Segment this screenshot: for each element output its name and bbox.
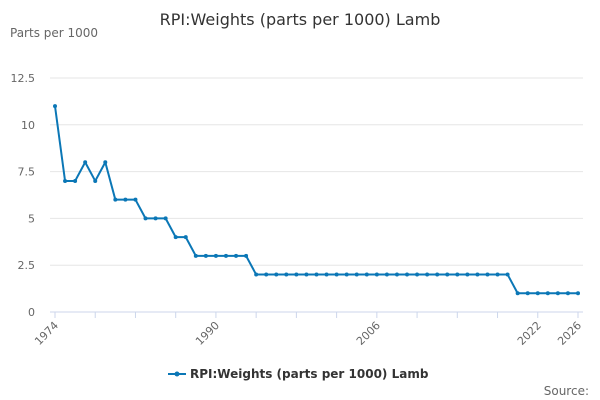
data-point[interactable] xyxy=(455,272,460,277)
legend-series-label[interactable]: RPI:Weights (parts per 1000) Lamb xyxy=(190,367,429,381)
data-point[interactable] xyxy=(93,178,98,183)
data-point[interactable] xyxy=(63,178,68,183)
data-point[interactable] xyxy=(515,291,520,296)
x-tick-label: 2022 xyxy=(515,319,544,348)
data-point[interactable] xyxy=(535,291,540,296)
y-tick-label: 12.5 xyxy=(11,72,36,85)
data-point[interactable] xyxy=(83,160,88,165)
data-point[interactable] xyxy=(445,272,450,277)
data-point[interactable] xyxy=(435,272,440,277)
data-point[interactable] xyxy=(415,272,420,277)
y-tick-label: 5 xyxy=(28,212,35,225)
y-tick-labels: 0 2.5 5 7.5 10 12.5 xyxy=(11,72,36,319)
data-point[interactable] xyxy=(294,272,299,277)
x-tick-labels: 1974 1990 2006 2022 2026 xyxy=(32,312,584,348)
data-point[interactable] xyxy=(193,253,198,258)
data-point[interactable] xyxy=(133,197,138,202)
data-point[interactable] xyxy=(475,272,480,277)
legend[interactable]: RPI:Weights (parts per 1000) Lamb xyxy=(168,367,429,381)
data-point[interactable] xyxy=(405,272,410,277)
data-point[interactable] xyxy=(384,272,389,277)
x-tick-label: 2006 xyxy=(354,319,383,348)
data-point[interactable] xyxy=(314,272,319,277)
data-point[interactable] xyxy=(274,272,279,277)
data-point[interactable] xyxy=(344,272,349,277)
legend-series-marker-dot xyxy=(174,371,180,377)
data-point[interactable] xyxy=(545,291,550,296)
data-point[interactable] xyxy=(183,235,188,240)
data-point[interactable] xyxy=(525,291,530,296)
data-point[interactable] xyxy=(223,253,228,258)
data-point[interactable] xyxy=(485,272,490,277)
x-tick-label: 1990 xyxy=(193,319,222,348)
data-point[interactable] xyxy=(234,253,239,258)
data-point[interactable] xyxy=(425,272,430,277)
data-point[interactable] xyxy=(284,272,289,277)
x-tick-label: 2026 xyxy=(555,319,584,348)
data-point[interactable] xyxy=(103,160,108,165)
data-point[interactable] xyxy=(123,197,128,202)
data-point[interactable] xyxy=(244,253,249,258)
data-point[interactable] xyxy=(354,272,359,277)
data-point[interactable] xyxy=(324,272,329,277)
data-point[interactable] xyxy=(394,272,399,277)
x-tick-label: 1974 xyxy=(32,319,61,348)
data-point[interactable] xyxy=(163,216,168,221)
y-tick-label: 0 xyxy=(28,306,35,319)
data-point[interactable] xyxy=(555,291,560,296)
data-point[interactable] xyxy=(334,272,339,277)
data-point[interactable] xyxy=(264,272,269,277)
data-point[interactable] xyxy=(364,272,369,277)
y-axis-label: Parts per 1000 xyxy=(10,26,98,40)
data-point[interactable] xyxy=(304,272,309,277)
y-tick-label: 2.5 xyxy=(18,259,36,272)
data-point[interactable] xyxy=(374,272,379,277)
chart-title: RPI:Weights (parts per 1000) Lamb xyxy=(160,10,441,29)
y-tick-label: 7.5 xyxy=(18,166,36,179)
data-point[interactable] xyxy=(565,291,570,296)
data-point[interactable] xyxy=(213,253,218,258)
data-point[interactable] xyxy=(113,197,118,202)
data-point[interactable] xyxy=(143,216,148,221)
source-label: Source: xyxy=(544,384,589,398)
y-tick-label: 10 xyxy=(21,119,35,132)
data-point[interactable] xyxy=(173,235,178,240)
data-point[interactable] xyxy=(203,253,208,258)
data-point[interactable] xyxy=(505,272,510,277)
data-point[interactable] xyxy=(73,178,78,183)
data-point[interactable] xyxy=(53,104,57,109)
gridlines xyxy=(50,77,583,266)
data-point[interactable] xyxy=(254,272,259,277)
data-point[interactable] xyxy=(153,216,158,221)
series-group xyxy=(53,104,580,296)
data-point[interactable] xyxy=(576,291,580,296)
data-point[interactable] xyxy=(495,272,500,277)
data-point[interactable] xyxy=(465,272,470,277)
